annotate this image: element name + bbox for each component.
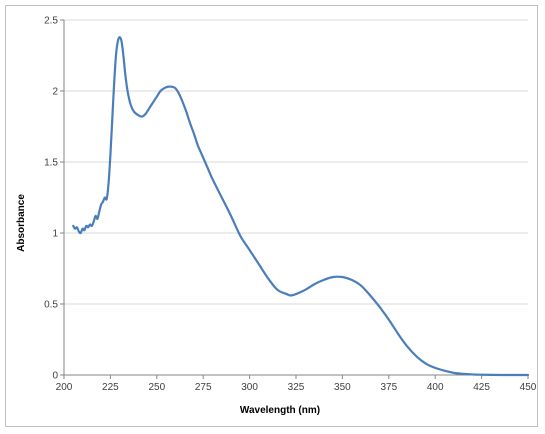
x-tick-300: 300 (241, 382, 258, 393)
x-tick-425: 425 (473, 382, 490, 393)
x-tick-450: 450 (520, 382, 537, 393)
y-tick-2: 2 (52, 87, 58, 98)
x-tick-labels: 200 225 250 275 300 325 350 375 400 425 450 (56, 382, 537, 393)
y-tick-0: 0 (52, 371, 58, 382)
series-layer (72, 35, 530, 377)
x-tick-375: 375 (380, 382, 397, 393)
x-tick-325: 325 (288, 382, 305, 393)
axes (60, 19, 529, 379)
gridlines (64, 19, 528, 305)
y-tick-labels: 0 0.5 1 1.5 2 2.5 (44, 16, 58, 382)
chart-frame (5, 5, 538, 427)
y-tick-1: 1 (52, 229, 58, 240)
y-tick-0.5: 0.5 (44, 300, 58, 311)
x-tick-400: 400 (427, 382, 444, 393)
x-axis-title: Wavelength (nm) (240, 405, 320, 416)
x-tick-200: 200 (56, 382, 73, 393)
y-tick-2.5: 2.5 (44, 16, 58, 27)
series-line-0 (72, 35, 530, 377)
x-tick-275: 275 (195, 382, 212, 393)
x-tick-350: 350 (334, 382, 351, 393)
x-tick-250: 250 (148, 382, 165, 393)
y-axis-title: Absorbance (16, 194, 27, 252)
y-tick-1.5: 1.5 (44, 158, 58, 169)
x-tick-225: 225 (102, 382, 119, 393)
